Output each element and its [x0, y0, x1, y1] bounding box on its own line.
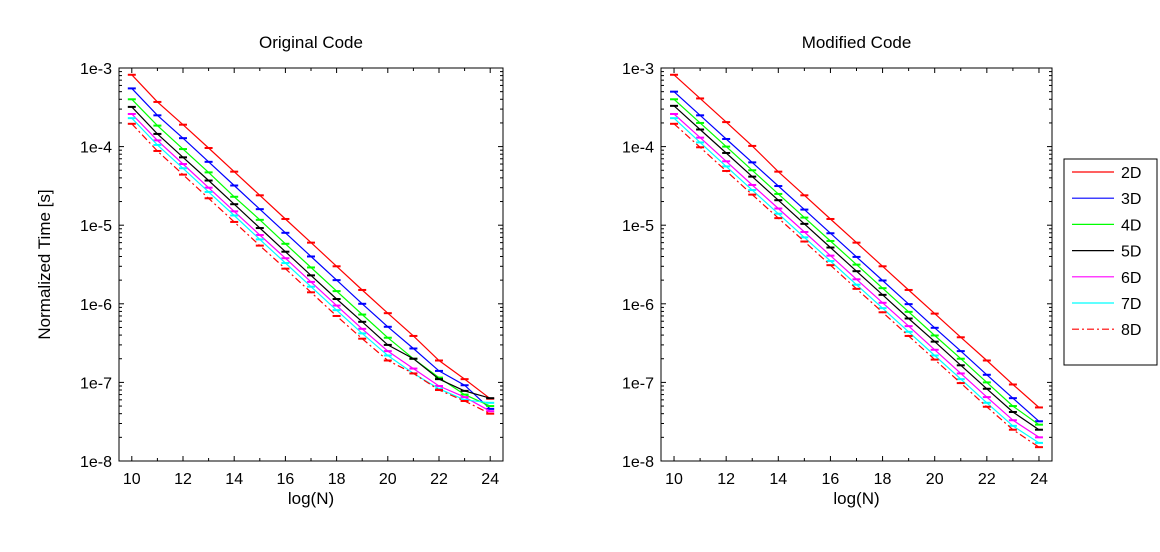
x-tick-label: 16 — [822, 471, 840, 488]
x-tick-label: 16 — [277, 471, 295, 488]
x-tick-label: 20 — [926, 471, 944, 488]
x-tick-label: 10 — [665, 471, 683, 488]
x-axis-label: log(N) — [833, 489, 879, 508]
series-line-6D — [131, 113, 491, 412]
legend-label-2D: 2D — [1121, 165, 1141, 182]
series-line-2D — [131, 74, 491, 400]
series-4D — [670, 98, 1043, 426]
legend: 2D 3D 4D 5D 6D 7D 8D — [1063, 158, 1158, 366]
x-axis-label: log(N) — [288, 489, 334, 508]
legend-label-6D: 6D — [1121, 270, 1141, 287]
x-tick-label: 12 — [717, 471, 735, 488]
x-tick-label: 12 — [174, 471, 192, 488]
y-tick-label: 1e-6 — [622, 297, 654, 314]
y-tick-label: 1e-7 — [622, 375, 654, 392]
series-8D — [670, 122, 1043, 449]
x-tick-label: 24 — [1030, 471, 1048, 488]
y-tick-label: 1e-8 — [622, 454, 654, 471]
x-tick-label: 22 — [430, 471, 448, 488]
series-7D — [670, 117, 1043, 444]
series-line-2D — [673, 74, 1040, 408]
series-4D — [127, 98, 495, 408]
series-5D — [127, 105, 495, 400]
legend-label-5D: 5D — [1121, 244, 1141, 261]
series-line-5D — [673, 105, 1040, 431]
legend-label-8D: 8D — [1121, 322, 1141, 339]
legend-label-7D: 7D — [1121, 296, 1141, 313]
series-line-4D — [673, 98, 1040, 426]
series-2D — [127, 73, 495, 400]
series-3D — [670, 90, 1043, 423]
x-tick-label: 10 — [123, 471, 141, 488]
x-tick-label: 18 — [874, 471, 892, 488]
x-tick-label: 20 — [379, 471, 397, 488]
x-tick-label: 14 — [769, 471, 787, 488]
chart-title: Modified Code — [802, 33, 912, 52]
series-5D — [670, 104, 1043, 431]
y-tick-label: 1e-5 — [80, 218, 112, 235]
series-8D — [127, 122, 495, 415]
series-line-5D — [131, 106, 491, 399]
y-tick-label: 1e-4 — [622, 140, 654, 157]
y-tick-label: 1e-8 — [80, 454, 112, 471]
series-3D — [127, 87, 495, 410]
x-tick-label: 18 — [328, 471, 346, 488]
y-tick-label: 1e-4 — [80, 140, 112, 157]
chart-title: Original Code — [259, 33, 363, 52]
x-tick-label: 24 — [481, 471, 499, 488]
legend-box — [1063, 158, 1158, 366]
y-tick-label: 1e-3 — [80, 61, 112, 78]
y-tick-label: 1e-5 — [622, 218, 654, 235]
series-6D — [670, 112, 1043, 439]
x-tick-label: 22 — [978, 471, 996, 488]
y-tick-label: 1e-7 — [80, 375, 112, 392]
y-tick-label: 1e-6 — [80, 297, 112, 314]
y-tick-label: 1e-3 — [622, 61, 654, 78]
legend-label-3D: 3D — [1121, 191, 1141, 208]
chart-panel-1: Original Code 10 12 14 16 18 20 22 24 1e-3 1e-4 1e-… — [35, 33, 504, 508]
plot-frame — [118, 67, 504, 462]
x-tick-label: 14 — [225, 471, 243, 488]
series-7D — [127, 117, 495, 404]
series-2D — [670, 73, 1043, 409]
chart-panel-2: Modified Code 10 12 14 16 18 20 22 24 1e-3 1e-4 1e-… — [622, 33, 1158, 508]
legend-label-4D: 4D — [1121, 217, 1141, 234]
series-6D — [127, 112, 495, 413]
y-axis-label: Normalized Time [s] — [35, 189, 54, 339]
